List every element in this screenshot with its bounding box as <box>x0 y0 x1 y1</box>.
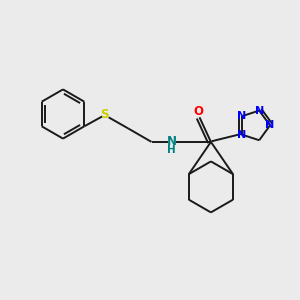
Text: N: N <box>237 111 246 121</box>
Text: S: S <box>100 108 109 122</box>
Text: N: N <box>167 135 177 148</box>
Text: N: N <box>237 130 246 140</box>
Text: H: H <box>167 145 176 155</box>
Text: N: N <box>255 106 264 116</box>
Text: O: O <box>193 105 203 119</box>
Text: N: N <box>266 120 274 130</box>
